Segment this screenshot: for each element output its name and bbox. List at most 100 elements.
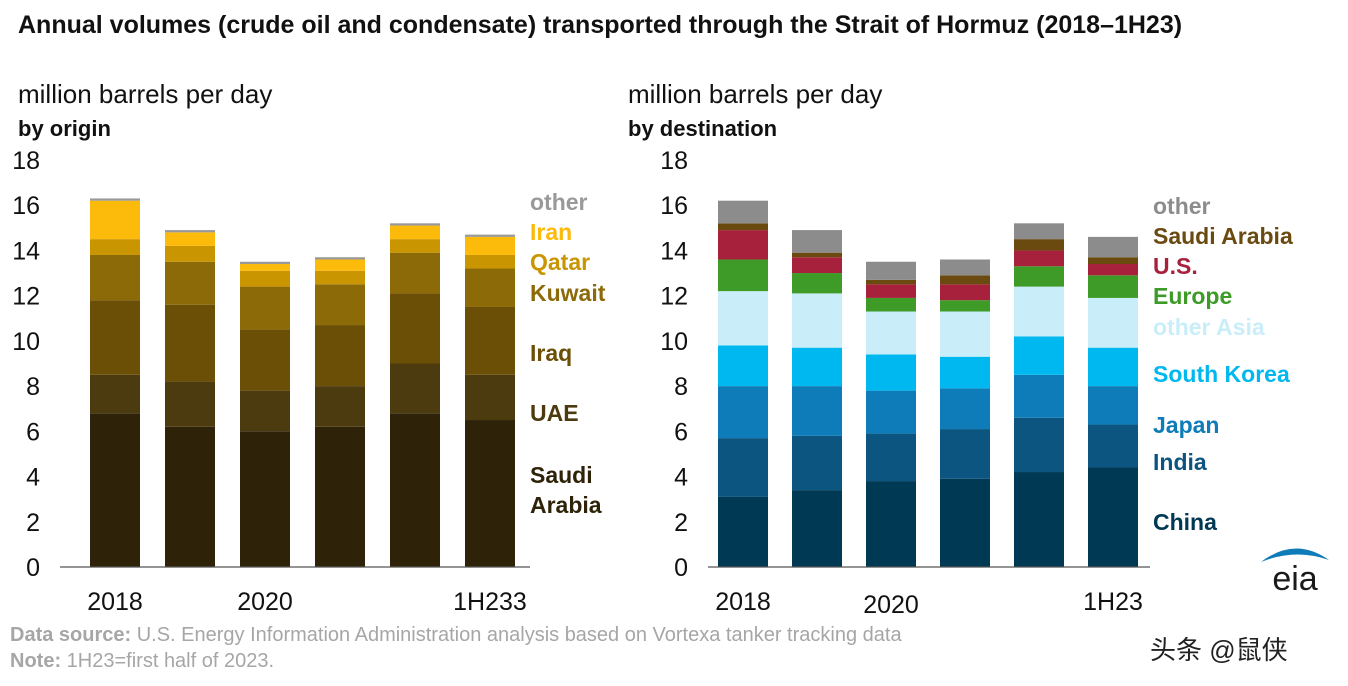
origin-x-label-1H23: 1H233 — [453, 588, 527, 615]
origin-y-tick-16: 16 — [12, 192, 40, 220]
origin-bar-2021-other — [315, 257, 365, 260]
destination-bar-2022-europe — [1014, 266, 1064, 287]
destination-bar-2021-south-korea — [940, 356, 990, 389]
destination-legend-japan: Japan — [1153, 412, 1219, 438]
destination-x-label-1H23: 1H23 — [1083, 588, 1143, 615]
right-y-unit: million barrels per day — [628, 79, 883, 109]
destination-legend-china: China — [1153, 509, 1217, 535]
origin-bar-1H23-uae — [465, 374, 515, 421]
origin-legend-saudi-arabia: Saudi Arabia — [530, 462, 602, 518]
destination-legend-india: India — [1153, 449, 1207, 475]
origin-bar-2018-iraq — [90, 300, 140, 375]
destination-bar-2020-saudi-arabia — [866, 279, 916, 285]
destination-bar-2021-other-asia — [940, 311, 990, 357]
origin-legend-kuwait: Kuwait — [530, 280, 606, 306]
right-subtitle: by destination — [628, 116, 778, 141]
origin-bar-1H23-kuwait — [465, 268, 515, 307]
destination-y-tick-8: 8 — [674, 373, 688, 401]
destination-bar-2020-south-korea — [866, 354, 916, 391]
destination-y-tick-6: 6 — [674, 418, 688, 446]
destination-bar-2020-india — [866, 433, 916, 482]
origin-chart: 0 2 4 6 8 10 12 14 16 18 2018 2020 1H233 other Iran Qat… — [12, 147, 606, 615]
destination-bar-2018-south-korea — [718, 345, 768, 387]
data-source-text: U.S. Energy Information Administration a… — [136, 624, 902, 646]
origin-y-tick-14: 14 — [12, 237, 40, 265]
destination-bar-2020-other-asia — [866, 311, 916, 355]
destination-bar-2018-saudi-arabia — [718, 223, 768, 231]
destination-bar-2022-south-korea — [1014, 336, 1064, 375]
destination-bar-2021-saudi-arabia — [940, 275, 990, 285]
origin-legend-uae: UAE — [530, 400, 579, 426]
origin-legend-qatar: Qatar — [530, 249, 590, 275]
destination-y-tick-16: 16 — [660, 192, 688, 220]
destination-bar-1H23-other-asia — [1088, 297, 1138, 348]
origin-bar-1H23-other — [465, 234, 515, 237]
destination-bar-2019-other-asia — [792, 293, 842, 348]
destination-bar-1H23-u-s- — [1088, 264, 1138, 276]
destination-bar-1H23-china — [1088, 467, 1138, 567]
origin-bar-2020-qatar — [240, 270, 290, 287]
origin-bar-2022-qatar — [390, 239, 440, 253]
origin-x-label-2020: 2020 — [237, 588, 293, 615]
destination-legend-other: other — [1153, 193, 1211, 219]
origin-y-tick-10: 10 — [12, 328, 40, 356]
destination-bar-2020-china — [866, 481, 916, 567]
origin-bar-2021-uae — [315, 386, 365, 427]
destination-bar-2022-other-asia — [1014, 286, 1064, 337]
destination-y-tick-14: 14 — [660, 237, 688, 265]
destination-bar-2021-europe — [940, 300, 990, 312]
destination-x-label-2020: 2020 — [863, 591, 919, 615]
origin-x-label-2018: 2018 — [87, 588, 143, 615]
origin-bar-2019-iraq — [165, 304, 215, 382]
destination-bar-2018-japan — [718, 386, 768, 439]
eia-logo-text: eia — [1272, 560, 1317, 598]
destination-bar-2019-europe — [792, 273, 842, 294]
destination-bar-2021-china — [940, 478, 990, 567]
origin-legend-iran: Iran — [530, 219, 572, 245]
destination-legend-u-s-: U.S. — [1153, 253, 1198, 279]
origin-y-tick-2: 2 — [26, 509, 40, 537]
origin-bar-2020-kuwait — [240, 286, 290, 330]
destination-legend-other-asia: other Asia — [1153, 314, 1265, 340]
origin-legend-iraq: Iraq — [530, 340, 572, 366]
origin-bar-2022-saudi-arabia — [390, 413, 440, 567]
destination-bar-2021-japan — [940, 388, 990, 430]
origin-bar-2022-iraq — [390, 293, 440, 364]
left-y-unit: million barrels per day — [18, 79, 273, 109]
origin-bar-2020-uae — [240, 390, 290, 432]
origin-bar-2018-saudi-arabia — [90, 413, 140, 567]
origin-y-tick-12: 12 — [12, 283, 40, 311]
destination-legend-saudi-arabia: Saudi Arabia — [1153, 223, 1293, 249]
destination-bar-2018-europe — [718, 259, 768, 292]
destination-bar-1H23-india — [1088, 424, 1138, 468]
origin-bar-1H23-iraq — [465, 306, 515, 375]
origin-bar-2018-qatar — [90, 239, 140, 255]
destination-y-tick-4: 4 — [674, 464, 688, 492]
origin-bar-2021-saudi-arabia — [315, 426, 365, 567]
origin-legend-other: other — [530, 189, 588, 215]
destination-y-tick-12: 12 — [660, 283, 688, 311]
origin-bar-2021-iran — [315, 259, 365, 271]
destination-bar-2022-u-s- — [1014, 250, 1064, 267]
origin-y-tick-6: 6 — [26, 418, 40, 446]
origin-y-tick-8: 8 — [26, 373, 40, 401]
note-text: 1H23=first half of 2023. — [66, 650, 275, 672]
origin-bar-2021-iraq — [315, 325, 365, 387]
origin-bar-2018-uae — [90, 374, 140, 414]
destination-y-tick-2: 2 — [674, 509, 688, 537]
origin-bar-2020-iraq — [240, 329, 290, 391]
destination-bar-1H23-south-korea — [1088, 347, 1138, 387]
destination-bar-2021-u-s- — [940, 284, 990, 301]
destination-bar-2020-europe — [866, 297, 916, 312]
data-source-label: Data source: — [10, 624, 132, 646]
watermark: 头条 @鼠侠 — [1150, 635, 1288, 665]
left-subtitle: by origin — [18, 116, 111, 141]
destination-bar-2018-other — [718, 200, 768, 224]
destination-bar-2018-other-asia — [718, 291, 768, 346]
destination-bar-2021-other — [940, 259, 990, 276]
eia-logo: eia — [1261, 548, 1329, 598]
origin-bar-1H23-qatar — [465, 254, 515, 269]
destination-x-label-2018: 2018 — [715, 588, 771, 615]
destination-y-tick-10: 10 — [660, 328, 688, 356]
destination-bar-2022-india — [1014, 417, 1064, 473]
